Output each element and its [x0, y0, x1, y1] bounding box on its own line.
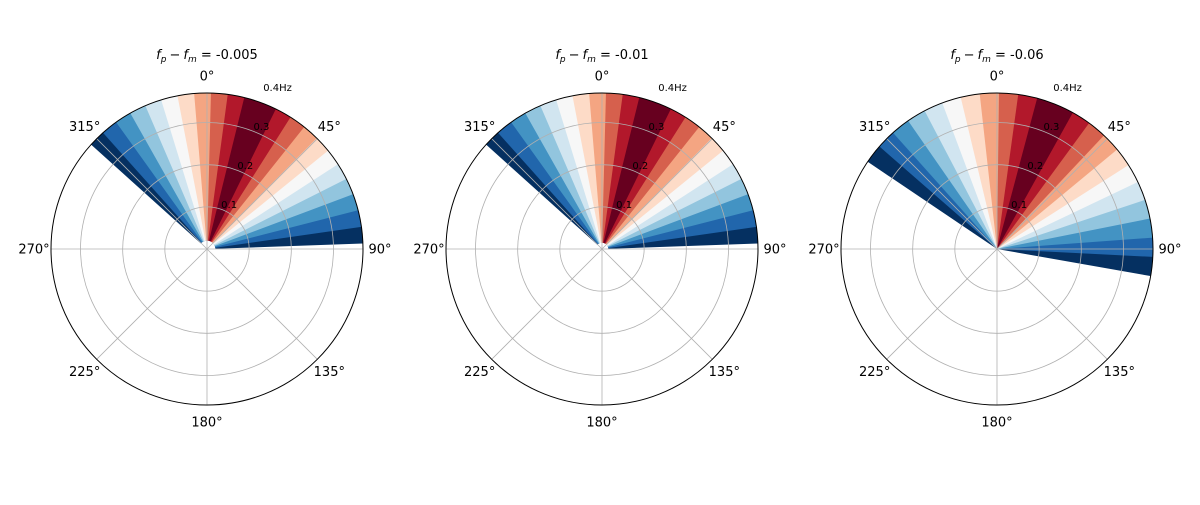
contour-fill: [484, 93, 758, 249]
polar-panel-3: 0.1 0.2 0.3 0.4Hz 0° 45° 90° 135° 180° 225° 270° 31…: [808, 48, 1181, 431]
theta-tick-label: 90°: [368, 243, 391, 258]
r-tick-label: 0.3: [253, 122, 269, 133]
contour-band: [602, 93, 687, 244]
theta-tick-label: 90°: [1158, 243, 1181, 258]
panel-title: fp − fm = -0.06: [950, 48, 1043, 65]
polar-grid: [446, 93, 758, 405]
contour-fill: [89, 93, 363, 249]
theta-gridline: [996, 248, 1108, 360]
r-tick-label: 0.4Hz: [658, 83, 687, 94]
theta-gridline: [206, 138, 318, 250]
r-tick-label: 0.3: [1043, 122, 1059, 133]
theta-tick-label: 135°: [314, 365, 345, 380]
theta-tick-label: 180°: [586, 416, 617, 431]
r-tick-label: 0.4Hz: [263, 83, 292, 94]
theta-tick-label: 0°: [200, 70, 215, 85]
theta-gridline: [886, 248, 998, 360]
theta-gridline: [601, 138, 713, 250]
theta-tick-label: 90°: [763, 243, 786, 258]
r-tick-label: 0.2: [237, 161, 253, 172]
theta-gridline: [206, 248, 318, 360]
theta-tick-label: 315°: [464, 120, 495, 135]
theta-tick-label: 315°: [859, 120, 890, 135]
polar-spine: [840, 92, 1154, 406]
theta-gridline: [886, 138, 998, 250]
theta-gridline: [96, 138, 208, 250]
theta-tick-label: 45°: [713, 120, 736, 135]
theta-tick-label: 0°: [595, 70, 610, 85]
theta-tick-label: 180°: [191, 416, 222, 431]
theta-tick-label: 225°: [859, 365, 890, 380]
contour-band: [997, 93, 1091, 249]
theta-tick-label: 225°: [464, 365, 495, 380]
theta-tick-label: 0°: [990, 70, 1005, 85]
theta-tick-label: 135°: [1104, 365, 1135, 380]
contour-band: [208, 93, 292, 242]
theta-tick-label: 135°: [709, 365, 740, 380]
polar-grid: [841, 93, 1153, 405]
theta-tick-label: 270°: [808, 243, 839, 258]
r-tick-label: 0.2: [1027, 161, 1043, 172]
contour-band: [209, 95, 277, 242]
theta-tick-label: 225°: [69, 365, 100, 380]
theta-gridline: [96, 248, 208, 360]
r-tick-label: 0.4Hz: [1053, 83, 1082, 94]
r-tick-label: 0.1: [221, 200, 237, 211]
polar-spine: [445, 92, 759, 406]
r-tick-label: 0.1: [616, 200, 632, 211]
r-tick-label: 0.2: [632, 161, 648, 172]
theta-tick-label: 315°: [69, 120, 100, 135]
r-tick-label: 0.1: [1011, 200, 1027, 211]
theta-tick-label: 270°: [413, 243, 444, 258]
polar-panel-2: 0.1 0.2 0.3 0.4Hz 0° 45° 90° 135° 180° 225° 270° 31…: [413, 48, 786, 431]
theta-tick-label: 45°: [1108, 120, 1131, 135]
contour-band: [603, 95, 672, 244]
r-tick-label: 0.3: [648, 122, 664, 133]
theta-tick-label: 45°: [318, 120, 341, 135]
theta-tick-label: 180°: [981, 416, 1012, 431]
theta-gridline: [491, 138, 603, 250]
polar-spine: [50, 92, 364, 406]
theta-gridline: [491, 248, 603, 360]
panel-title: fp − fm = -0.01: [555, 48, 648, 65]
polar-panel-1: 0.1 0.2 0.3 0.4Hz 0° 45° 90° 135° 180° 225° 270° 31…: [18, 48, 391, 431]
theta-gridline: [996, 138, 1108, 250]
contour-band: [997, 96, 1074, 249]
theta-tick-label: 270°: [18, 243, 49, 258]
panel-title: fp − fm = -0.005: [156, 48, 258, 65]
polar-grid: [51, 93, 363, 405]
theta-gridline: [601, 248, 713, 360]
